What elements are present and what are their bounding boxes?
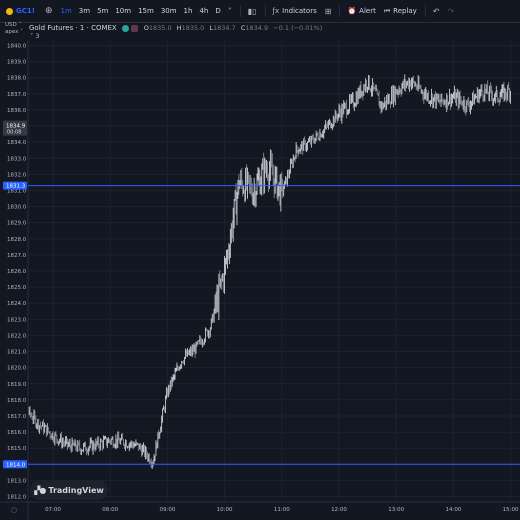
indicators-button[interactable]: ƒx Indicators	[273, 7, 317, 15]
high-label: H	[176, 24, 182, 32]
hline-price-tag: 1831.3	[6, 184, 26, 190]
price-tick-label: 1834.0	[7, 140, 27, 146]
time-tick-label: 10:00	[217, 507, 233, 513]
candles-icon[interactable]: ▮▯	[247, 6, 257, 16]
top-toolbar: GC1! ⊕ 1m 3m 5m 10m 15m 30m 1h 4h D ˅ ▮▯…	[0, 0, 520, 23]
settings-gear-icon[interactable]: ○	[11, 506, 18, 514]
price-tick-label: 1824.0	[7, 301, 27, 307]
low-label: L	[209, 24, 214, 32]
price-tick-label: 1826.0	[7, 269, 27, 275]
close-label: C	[240, 24, 246, 32]
layout-grid-icon[interactable]: ⊞	[324, 6, 332, 16]
toolbar-divider	[239, 5, 241, 17]
price-tick-label: 1821.0	[7, 350, 27, 356]
timeframe-1m[interactable]: 1m	[60, 7, 72, 15]
open-value: 1835.0	[148, 24, 172, 32]
last-price-tag: 1834.9	[6, 124, 26, 130]
legend-collapse-toggle[interactable]: ˅ 3	[30, 32, 40, 40]
price-tick-label: 1823.0	[7, 317, 27, 323]
scale-mode-label: apex	[5, 29, 19, 35]
time-tick-label: 09:00	[159, 507, 175, 513]
price-tick-label: 1822.0	[7, 333, 27, 339]
hline-price-tag-bg	[3, 460, 27, 469]
plus-circle-icon[interactable]: ⊕	[44, 6, 53, 16]
price-tick-label: 1817.0	[7, 414, 27, 420]
alert-button[interactable]: ⏰ Alert	[347, 7, 375, 15]
price-tick-label: 1815.0	[7, 446, 27, 452]
timeframe-15m[interactable]: 15m	[138, 7, 154, 15]
change-value: −0.1 (−0.01%)	[273, 24, 323, 32]
tradingview-watermark[interactable]: ▞● TradingView	[30, 480, 108, 500]
time-tick-label: 08:00	[102, 507, 118, 513]
price-tick-label: 1820.0	[7, 366, 27, 372]
price-tick-label: 1825.0	[7, 285, 27, 291]
gold-symbol-icon	[6, 7, 13, 15]
price-tick-label: 1831.0	[7, 188, 27, 194]
undo-icon[interactable]: ↶	[432, 6, 440, 16]
hline-price-tag-bg	[3, 181, 27, 190]
alarm-clock-icon: ⏰	[347, 7, 357, 15]
replay-icon: ⏮	[383, 6, 391, 15]
time-tick-label: 07:00	[45, 507, 61, 513]
price-tick-label: 1819.0	[7, 382, 27, 388]
hline-price-tag: 1814.0	[6, 462, 26, 468]
indicators-label: Indicators	[282, 7, 317, 15]
price-tick-label: 1827.0	[7, 253, 27, 259]
timeframe-4h[interactable]: 4h	[199, 7, 209, 15]
time-tick-label: 15:00	[503, 507, 519, 513]
price-tick-label: 1832.0	[7, 172, 27, 178]
price-tick-label: 1833.0	[7, 156, 27, 162]
time-tick-label: 12:00	[331, 507, 347, 513]
candles	[28, 74, 512, 470]
price-tick-label: 1836.0	[7, 108, 27, 114]
chart-legend: Gold Futures · 1 · COMEX O1835.0 H1835.0…	[29, 22, 325, 34]
toolbar-divider	[424, 5, 426, 17]
watermark-label: TradingView	[48, 485, 104, 495]
toolbar-divider	[264, 5, 266, 17]
flag-icon	[130, 24, 138, 32]
price-tick-label: 1812.0	[7, 495, 27, 501]
high-value: 1835.0	[181, 24, 205, 32]
currency-label: USD	[5, 22, 17, 28]
bar-countdown: 00:08	[7, 130, 21, 136]
timeframe-10m[interactable]: 10m	[115, 7, 132, 15]
currency-selector[interactable]: USD ˅ apex ˅	[5, 22, 23, 35]
toolbar-divider	[339, 5, 341, 17]
time-tick-label: 13:00	[388, 507, 404, 513]
price-tick-label: 1840.0	[7, 44, 27, 50]
replay-button[interactable]: ⏮ Replay	[384, 7, 417, 16]
open-label: O	[143, 24, 149, 32]
price-tick-label: 1829.0	[7, 221, 27, 227]
close-value: 1834.9	[245, 24, 269, 32]
timeframe-1h[interactable]: 1h	[183, 7, 193, 15]
low-value: 1834.7	[213, 24, 236, 32]
price-tick-label: 1816.0	[7, 430, 27, 436]
redo-icon[interactable]: ↷	[447, 6, 455, 16]
timeframe-30m[interactable]: 30m	[160, 7, 177, 15]
replay-label: Replay	[393, 7, 417, 15]
last-price-tag-bg	[3, 120, 27, 136]
timeframe-5m[interactable]: 5m	[97, 7, 109, 15]
time-tick-label: 14:00	[445, 507, 461, 513]
alert-label: Alert	[359, 7, 376, 15]
indicators-icon: ƒx	[272, 7, 280, 15]
price-tick-label: 1830.0	[7, 205, 27, 211]
market-open-icon	[121, 24, 129, 32]
price-tick-label: 1813.0	[7, 478, 27, 484]
price-tick-label: 1818.0	[7, 398, 27, 404]
price-tick-label: 1838.0	[7, 76, 27, 82]
timeframe-d[interactable]: D	[215, 7, 221, 15]
symbol-search[interactable]: GC1!	[6, 7, 35, 15]
symbol-label: GC1!	[16, 7, 35, 15]
legend-title[interactable]: Gold Futures · 1 · COMEX	[29, 24, 117, 32]
chevron-down-icon[interactable]: ˅	[227, 6, 232, 16]
time-tick-label: 11:00	[274, 507, 290, 513]
tradingview-logo-icon: ▞●	[34, 485, 46, 495]
ohlc-values: O1835.0 H1835.0 L1834.7 C1834.9 −0.1 (−0…	[144, 24, 326, 32]
price-tick-label: 1837.0	[7, 92, 27, 98]
price-tick-label: 1839.0	[7, 60, 27, 66]
timeframe-3m[interactable]: 3m	[78, 7, 91, 15]
price-tick-label: 1828.0	[7, 237, 27, 243]
